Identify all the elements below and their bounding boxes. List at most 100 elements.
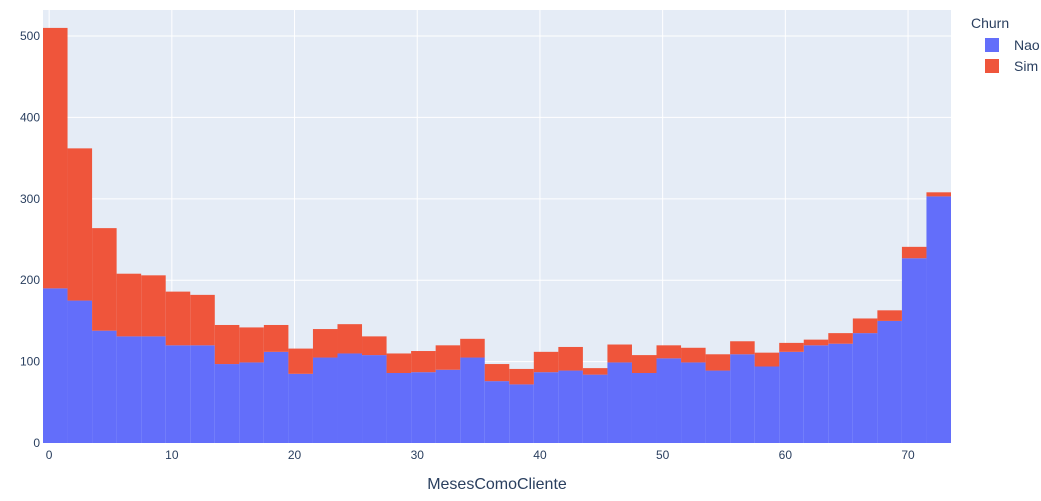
bar-sim[interactable] bbox=[337, 324, 363, 354]
bar-nao[interactable] bbox=[165, 345, 191, 443]
bar-nao[interactable] bbox=[386, 373, 412, 443]
y-tick-label: 500 bbox=[20, 29, 40, 43]
bar-sim[interactable] bbox=[116, 273, 142, 337]
bar-sim[interactable] bbox=[435, 345, 461, 370]
x-axis-title: MesesComoCliente bbox=[427, 476, 567, 493]
bar-sim[interactable] bbox=[509, 368, 534, 385]
bar-sim[interactable] bbox=[92, 228, 117, 331]
legend-swatch bbox=[985, 59, 999, 73]
bar-sim[interactable] bbox=[533, 351, 559, 373]
bar-sim[interactable] bbox=[141, 275, 166, 337]
bar-sim[interactable] bbox=[705, 354, 731, 371]
bar-nao[interactable] bbox=[803, 345, 829, 443]
bar-nao[interactable] bbox=[656, 358, 682, 443]
bar-sim[interactable] bbox=[239, 327, 264, 363]
bar-sim[interactable] bbox=[631, 355, 657, 374]
bar-nao[interactable] bbox=[214, 364, 240, 443]
bar-nao[interactable] bbox=[828, 343, 853, 443]
bar-nao[interactable] bbox=[852, 333, 878, 443]
bar-nao[interactable] bbox=[411, 372, 436, 443]
bar-nao[interactable] bbox=[312, 357, 338, 443]
bar-nao[interactable] bbox=[730, 354, 755, 443]
bar-sim[interactable] bbox=[362, 336, 387, 356]
bar-sim[interactable] bbox=[165, 291, 191, 346]
bar-sim[interactable] bbox=[558, 346, 583, 371]
bar-sim[interactable] bbox=[214, 324, 240, 365]
x-tick-label: 0 bbox=[46, 448, 53, 462]
bar-sim[interactable] bbox=[926, 192, 951, 197]
bar-nao[interactable] bbox=[263, 351, 289, 443]
y-tick-label: 200 bbox=[20, 273, 40, 287]
bar-nao[interactable] bbox=[926, 196, 951, 443]
bar-sim[interactable] bbox=[190, 294, 215, 346]
bar-nao[interactable] bbox=[190, 345, 215, 443]
x-tick-label: 20 bbox=[288, 448, 302, 462]
bar-nao[interactable] bbox=[877, 320, 902, 443]
x-tick-label: 10 bbox=[165, 448, 179, 462]
bar-nao[interactable] bbox=[509, 384, 534, 443]
bar-nao[interactable] bbox=[239, 362, 264, 443]
bar-nao[interactable] bbox=[362, 355, 387, 443]
bar-nao[interactable] bbox=[484, 381, 510, 443]
bar-sim[interactable] bbox=[828, 333, 853, 344]
bar-sim[interactable] bbox=[681, 347, 706, 363]
bar-sim[interactable] bbox=[730, 341, 755, 355]
bar-sim[interactable] bbox=[779, 342, 804, 352]
bar-sim[interactable] bbox=[803, 339, 829, 346]
bar-sim[interactable] bbox=[263, 324, 289, 352]
bar-sim[interactable] bbox=[411, 351, 436, 373]
y-tick-label: 100 bbox=[20, 355, 40, 369]
bar-nao[interactable] bbox=[582, 374, 608, 443]
y-axis-ticks: 0 100 200 300 400 500 bbox=[20, 29, 40, 450]
bar-sim[interactable] bbox=[386, 353, 412, 374]
bar-nao[interactable] bbox=[435, 369, 461, 443]
bar-sim[interactable] bbox=[67, 148, 93, 301]
legend-items[interactable]: Nao Sim bbox=[985, 37, 1040, 74]
bar-nao[interactable] bbox=[67, 300, 93, 443]
y-tick-label: 0 bbox=[33, 436, 40, 450]
bar-sim[interactable] bbox=[607, 344, 632, 363]
x-tick-label: 60 bbox=[779, 448, 793, 462]
bar-nao[interactable] bbox=[901, 258, 927, 443]
legend-label: Nao bbox=[1014, 37, 1040, 53]
bar-nao[interactable] bbox=[288, 373, 313, 443]
y-tick-label: 400 bbox=[20, 110, 40, 124]
bar-sim[interactable] bbox=[43, 27, 68, 289]
bar-sim[interactable] bbox=[901, 246, 927, 259]
bar-sim[interactable] bbox=[460, 338, 485, 358]
bar-nao[interactable] bbox=[337, 353, 363, 443]
legend-item-nao[interactable]: Nao bbox=[985, 37, 1040, 53]
bar-nao[interactable] bbox=[460, 357, 485, 443]
bar-nao[interactable] bbox=[754, 366, 780, 443]
x-tick-label: 40 bbox=[533, 448, 547, 462]
bar-nao[interactable] bbox=[92, 330, 117, 443]
bar-nao[interactable] bbox=[141, 336, 166, 443]
bar-nao[interactable] bbox=[607, 362, 632, 443]
bar-sim[interactable] bbox=[312, 329, 338, 358]
bar-sim[interactable] bbox=[852, 318, 878, 334]
x-axis-ticks: 0 10 20 30 40 50 60 70 bbox=[46, 448, 915, 462]
x-tick-label: 70 bbox=[901, 448, 915, 462]
bar-sim[interactable] bbox=[877, 310, 902, 321]
bar-nao[interactable] bbox=[533, 372, 559, 443]
bar-nao[interactable] bbox=[631, 373, 657, 443]
y-tick-label: 300 bbox=[20, 192, 40, 206]
legend[interactable]: Churn Nao Sim bbox=[971, 15, 1040, 74]
x-tick-label: 50 bbox=[656, 448, 670, 462]
bar-sim[interactable] bbox=[582, 368, 608, 375]
bar-nao[interactable] bbox=[558, 370, 583, 443]
legend-item-sim[interactable]: Sim bbox=[985, 58, 1038, 74]
bar-nao[interactable] bbox=[116, 336, 142, 443]
bar-nao[interactable] bbox=[705, 370, 731, 443]
legend-title: Churn bbox=[971, 15, 1009, 31]
bar-sim[interactable] bbox=[754, 352, 780, 367]
bar-nao[interactable] bbox=[681, 362, 706, 443]
bar-sim[interactable] bbox=[656, 345, 682, 359]
bar-sim[interactable] bbox=[288, 348, 313, 374]
bar-sim[interactable] bbox=[484, 364, 510, 382]
legend-label: Sim bbox=[1014, 58, 1038, 74]
bar-nao[interactable] bbox=[779, 351, 804, 443]
bar-nao[interactable] bbox=[43, 288, 68, 443]
